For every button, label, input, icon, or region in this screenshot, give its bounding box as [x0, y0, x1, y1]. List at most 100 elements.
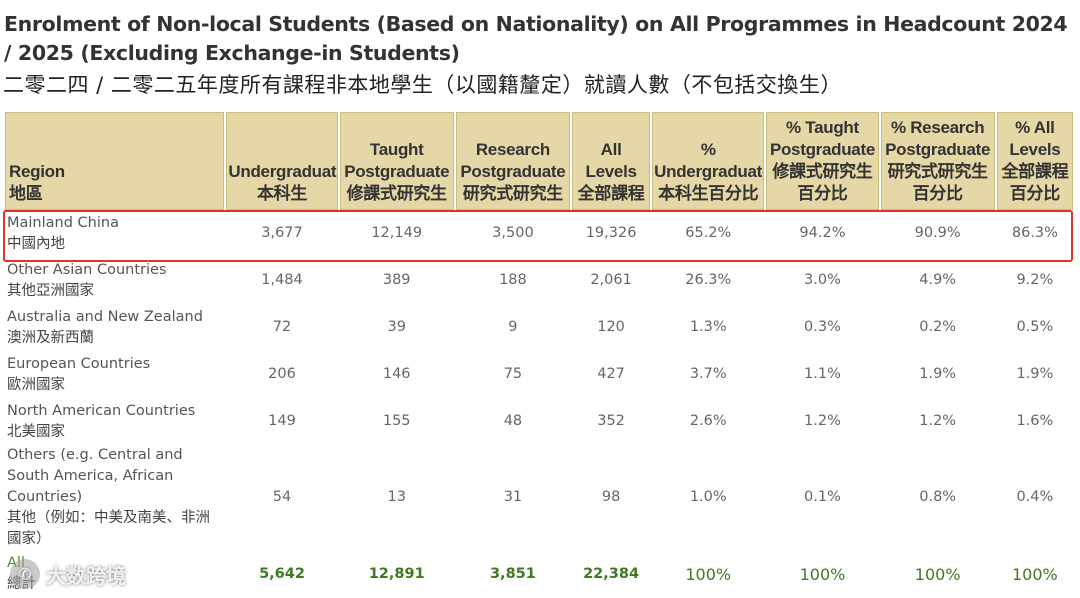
pct-research-postgraduate-cell: 1.9% — [919, 366, 957, 382]
table-row-australia-nz: Australia and New Zealand 澳洲及新西蘭 72 39 9… — [5, 304, 1073, 351]
region-name-zh: 其他（例如：中美及南美、非洲國家） — [7, 510, 210, 547]
page-title: Enrolment of Non-local Students (Based o… — [4, 12, 1068, 65]
all-levels-cell: 120 — [597, 319, 625, 335]
taught-postgraduate-cell: 13 — [387, 489, 406, 505]
column-header-en: % All Levels — [1009, 118, 1061, 159]
region-name-zh: 北美國家 — [7, 423, 65, 440]
region-cell: North American Countries 北美國家 — [5, 398, 224, 445]
page-title-chinese: 二零二四 / 二零二五年度所有課程非本地學生（以國籍釐定）就讀人數（不包括交換生… — [3, 73, 842, 97]
column-header-region: Region 地區 — [5, 112, 225, 210]
column-header-pct-undergraduate: % Undergraduate 本科生百分比 — [652, 112, 765, 210]
region-name-en: North American Countries — [7, 402, 196, 419]
undergraduate-cell: 54 — [272, 489, 292, 505]
pct-taught-postgraduate-cell: 94.2% — [799, 225, 846, 241]
pct-undergraduate-cell: 100% — [685, 564, 732, 584]
header-row: Region 地區 Undergraduate 本科生 Taught Postg… — [5, 112, 1073, 210]
region-name-en: Other Asian Countries — [7, 261, 167, 278]
taught-postgraduate-cell: 12,149 — [371, 225, 423, 241]
table-row-others: Others (e.g. Central and South America, … — [5, 445, 1073, 550]
pct-undergraduate-cell: 1.3% — [689, 319, 727, 335]
research-postgraduate-cell: 75 — [503, 366, 523, 382]
all-levels-cell: 19,326 — [585, 225, 637, 241]
column-header-zh: 本科生百分比 — [658, 184, 759, 203]
pct-all-levels-cell: 0.5% — [1016, 319, 1054, 335]
region-name-en: Mainland China — [7, 214, 119, 231]
region-cell: Mainland China 中國內地 — [5, 210, 224, 257]
all-levels-cell: 98 — [601, 489, 621, 505]
region-cell: European Countries 歐洲國家 — [5, 351, 224, 398]
enrolment-table: Region 地區 Undergraduate 本科生 Taught Postg… — [3, 112, 1075, 598]
pct-taught-postgraduate-cell: 3.0% — [804, 272, 841, 288]
column-header-all-levels: All Levels 全部課程 — [572, 112, 651, 210]
undergraduate-cell: 3,677 — [261, 225, 303, 241]
all-levels-cell: 2,061 — [590, 272, 632, 288]
column-header-zh: 全部課程百分比 — [1001, 162, 1069, 203]
column-header-en: % Research Postgraduate — [885, 118, 991, 159]
column-header-undergraduate: Undergraduate 本科生 — [226, 112, 338, 210]
table-row-other-asian: Other Asian Countries 其他亞洲國家 1,484 389 1… — [5, 257, 1073, 304]
pct-undergraduate-cell: 65.2% — [685, 225, 732, 241]
research-postgraduate-cell: 3,500 — [492, 225, 534, 241]
region-name-zh: 其他亞洲國家 — [7, 282, 94, 299]
pct-research-postgraduate-cell: 1.2% — [919, 413, 957, 429]
pct-undergraduate-cell: 3.7% — [689, 366, 727, 382]
table-row-total: All 總計 5,642 12,891 3,851 22,384 100% 10… — [5, 550, 1073, 598]
column-header-en: Region — [9, 162, 65, 181]
pct-research-postgraduate-cell: 0.8% — [919, 489, 957, 505]
taught-postgraduate-cell: 12,891 — [368, 565, 425, 582]
pct-undergraduate-cell: 1.0% — [689, 489, 727, 505]
pct-research-postgraduate-cell: 4.9% — [919, 272, 957, 288]
research-postgraduate-cell: 9 — [508, 319, 518, 335]
taught-postgraduate-cell: 39 — [387, 319, 406, 335]
column-header-pct-taught-postgraduate: % Taught Postgraduate 修課式研究生百分比 — [766, 112, 879, 210]
pct-research-postgraduate-cell: 90.9% — [914, 225, 961, 241]
research-postgraduate-cell: 48 — [503, 413, 523, 429]
pct-all-levels-cell: 1.6% — [1016, 413, 1054, 429]
taught-postgraduate-cell: 389 — [382, 272, 411, 288]
column-header-en: Research Postgraduate — [460, 140, 566, 181]
research-postgraduate-cell: 31 — [503, 489, 523, 505]
undergraduate-cell: 149 — [268, 413, 296, 429]
column-header-en: Undergraduate — [228, 162, 338, 181]
pct-taught-postgraduate-cell: 1.2% — [804, 413, 841, 429]
column-header-zh: 修課式研究生百分比 — [772, 162, 873, 203]
region-name-zh: 歐洲國家 — [7, 376, 65, 393]
pct-taught-postgraduate-cell: 0.3% — [804, 319, 841, 335]
region-name-en: Others (e.g. Central and South America, … — [7, 447, 183, 505]
column-header-taught-postgraduate: Taught Postgraduate 修課式研究生 — [339, 112, 454, 210]
all-levels-cell: 427 — [597, 366, 625, 382]
region-name-zh: 澳洲及新西蘭 — [7, 329, 94, 346]
pct-undergraduate-cell: 26.3% — [685, 272, 732, 288]
all-levels-cell: 352 — [597, 413, 625, 429]
undergraduate-cell: 206 — [268, 366, 296, 382]
column-header-zh: 研究式研究生 — [462, 184, 564, 203]
column-header-pct-research-postgraduate: % Research Postgraduate 研究式研究生百分比 — [880, 112, 995, 210]
undergraduate-cell: 5,642 — [259, 565, 305, 582]
pct-all-levels-cell: 100% — [1012, 564, 1058, 584]
column-header-en: % Undergraduate — [654, 140, 765, 181]
column-header-zh: 全部課程 — [577, 184, 645, 203]
column-header-zh: 本科生 — [256, 184, 308, 203]
research-postgraduate-cell: 188 — [499, 272, 527, 288]
column-header-zh: 地區 — [9, 184, 43, 203]
wechat-logo-icon: ✆ — [10, 559, 40, 589]
pct-taught-postgraduate-cell: 0.1% — [804, 489, 841, 505]
pct-taught-postgraduate-cell: 100% — [799, 564, 846, 584]
region-cell: Australia and New Zealand 澳洲及新西蘭 — [5, 304, 224, 351]
pct-taught-postgraduate-cell: 1.1% — [804, 366, 841, 382]
watermark-text: 大数跨境 — [46, 563, 126, 588]
column-header-zh: 修課式研究生 — [346, 184, 448, 203]
table-row-north-american: North American Countries 北美國家 149 155 48… — [5, 398, 1073, 445]
pct-research-postgraduate-cell: 100% — [914, 564, 961, 584]
region-name-en: Australia and New Zealand — [7, 308, 203, 325]
research-postgraduate-cell: 3,851 — [489, 565, 536, 582]
pct-all-levels-cell: 0.4% — [1016, 489, 1054, 505]
pct-all-levels-cell: 1.9% — [1016, 366, 1054, 382]
pct-all-levels-cell: 9.2% — [1016, 272, 1054, 288]
region-cell: Others (e.g. Central and South America, … — [5, 445, 224, 550]
region-name-en: European Countries — [7, 355, 151, 372]
taught-postgraduate-cell: 155 — [382, 413, 411, 429]
column-header-pct-all-levels: % All Levels 全部課程百分比 — [996, 112, 1073, 210]
region-cell: Other Asian Countries 其他亞洲國家 — [5, 257, 224, 304]
pct-undergraduate-cell: 2.6% — [689, 413, 727, 429]
